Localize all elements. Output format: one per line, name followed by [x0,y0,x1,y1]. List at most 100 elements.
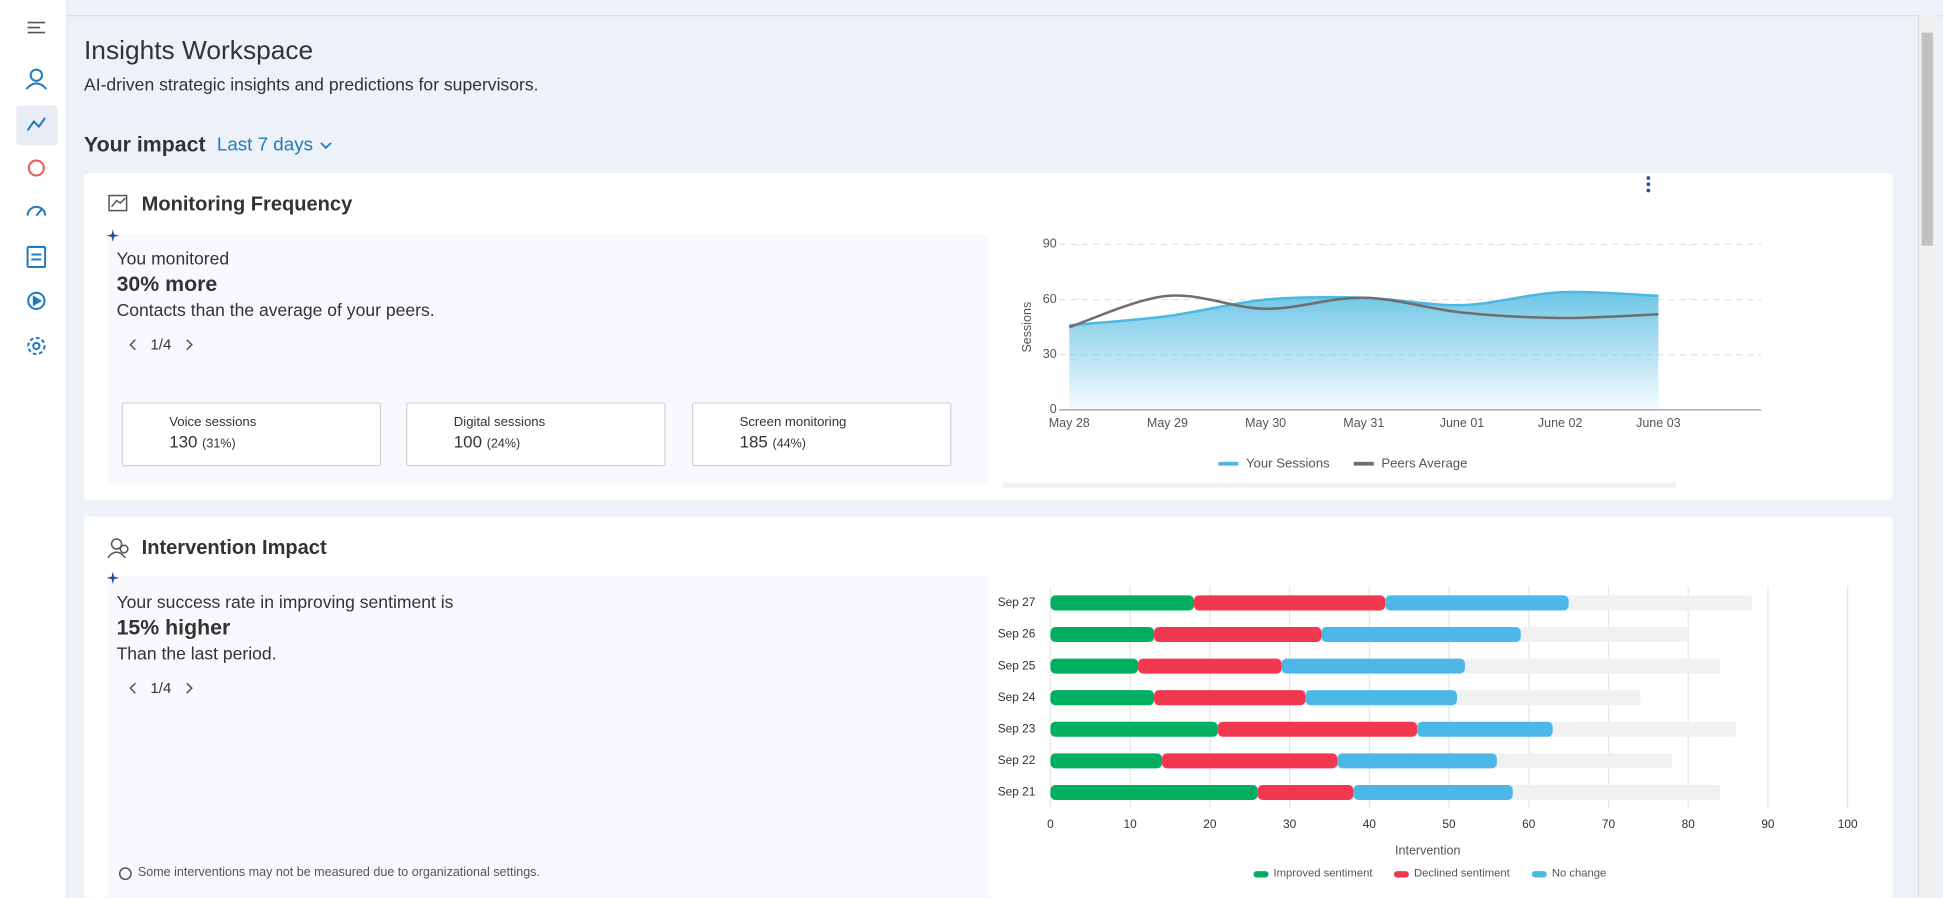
x-tick-label: May 28 [1049,416,1090,430]
stat-share: (24%) [486,437,521,452]
insight-detail: Contacts than the average of your peers. [116,299,435,320]
y-tick-label: Sep 22 [998,753,1036,767]
x-tick-label: 40 [1363,817,1377,831]
bar-segment [1050,784,1258,800]
legend-swatch [1253,871,1269,878]
stat-value: 100 (24%) [454,432,520,451]
stat-value: 185 (44%) [740,432,806,451]
y-axis-label: Sessions [1020,302,1034,353]
pager[interactable]: 1/4 [150,335,172,354]
x-axis-label: Intervention [1395,843,1460,857]
x-tick-label: 30 [1283,817,1297,831]
stat-number: 130 [169,432,198,452]
y-tick-label: 60 [1043,292,1057,306]
bar-segment [1050,690,1155,706]
top-border [66,15,1943,17]
page-title: Insights Workspace [83,36,314,66]
x-tick-label: June 02 [1538,416,1583,430]
bar-segment [1050,658,1139,674]
stat-share: (31%) [202,437,236,452]
card-title: Intervention Impact [141,537,327,560]
y-tick-label: Sep 24 [998,690,1036,704]
legend-label: Declined sentiment [1414,868,1511,880]
bar-segment [1305,690,1458,706]
insight-detail: Than the last period. [116,643,277,664]
nav-speed[interactable] [26,205,47,216]
y-tick-label: Sep 25 [998,658,1036,672]
stat-label: Screen monitoring [739,414,847,430]
period-value[interactable]: Last 7 days [216,134,314,156]
insight-lead: Your success rate in improving sentiment… [116,591,454,612]
bar-segment [1154,627,1322,643]
more-menu[interactable] [1646,176,1651,180]
stat-number: 100 [453,432,483,452]
legend-label: Improved sentiment [1274,868,1374,880]
x-tick-label: May 30 [1245,416,1286,430]
y-tick-label: 90 [1043,237,1057,251]
bar-segment [1193,595,1386,611]
bar-segment [1321,627,1521,643]
page-subtitle: AI-driven strategic insights and predict… [83,73,539,95]
x-tick-label: 100 [1838,817,1858,831]
insight-highlight: 30% more [116,272,218,296]
bar-segment [1154,690,1306,706]
bar-segment [1050,595,1194,611]
stat-number: 185 [739,432,768,452]
bar-segment [1050,627,1155,643]
stat-value: 130 (31%) [169,432,235,451]
x-tick-label: 0 [1047,817,1054,831]
area-fill [1069,291,1659,410]
x-tick-label: 70 [1602,817,1616,831]
card-title: Monitoring Frequency [141,194,353,216]
bar-segment [1385,595,1569,611]
bar-segment [1417,721,1553,737]
pager[interactable]: 1/4 [150,679,172,697]
bar-segment [1337,753,1497,769]
nav-profile[interactable] [29,68,43,82]
x-tick-label: 80 [1682,817,1696,831]
y-tick-label: Sep 27 [998,595,1036,609]
scrollbar[interactable] [1917,15,1936,898]
insight-highlight: 15% higher [116,615,231,640]
nav-reports[interactable] [26,245,47,268]
stat-box [691,402,952,467]
bar-segment [1281,658,1465,674]
legend-label: Your Sessions [1246,455,1330,470]
intervention-panel [107,576,988,898]
impact-label: Your impact [83,132,206,157]
y-tick-label: 30 [1043,347,1057,361]
stat-label: Voice sessions [169,414,257,430]
stat-box [406,402,666,467]
nav-gauge[interactable] [27,159,45,177]
bar-segment [1138,658,1282,674]
nav-settings[interactable] [27,336,46,356]
x-tick-label: May 29 [1147,416,1188,430]
legend-swatch [1393,871,1409,878]
sidebar [0,0,68,898]
series-line [1068,294,1659,329]
y-tick-label: 0 [1050,402,1057,416]
x-tick-label: 50 [1442,817,1456,831]
bar-segment [1353,784,1513,800]
bar-segment [1162,753,1338,769]
x-tick-label: 10 [1124,817,1138,831]
sidebar-icons [16,21,58,356]
x-tick-label: June 01 [1440,416,1485,430]
bar-segment [1257,784,1354,800]
stat-box [121,402,382,467]
legend-label: Peers Average [1381,455,1467,470]
stat-share: (44%) [772,437,806,452]
bar-segment [1217,721,1418,737]
y-tick-label: Sep 21 [998,785,1036,799]
legend-label: No change [1552,868,1607,880]
x-tick-label: 90 [1761,817,1775,831]
nav-playback[interactable] [27,291,46,310]
chart-scroll [1002,482,1676,488]
y-tick-label: Sep 26 [998,627,1036,641]
footnote: Some interventions may not be measured d… [137,866,540,880]
bar-segment [1050,721,1218,737]
period-dropdown[interactable]: Last 7 days [217,134,333,155]
